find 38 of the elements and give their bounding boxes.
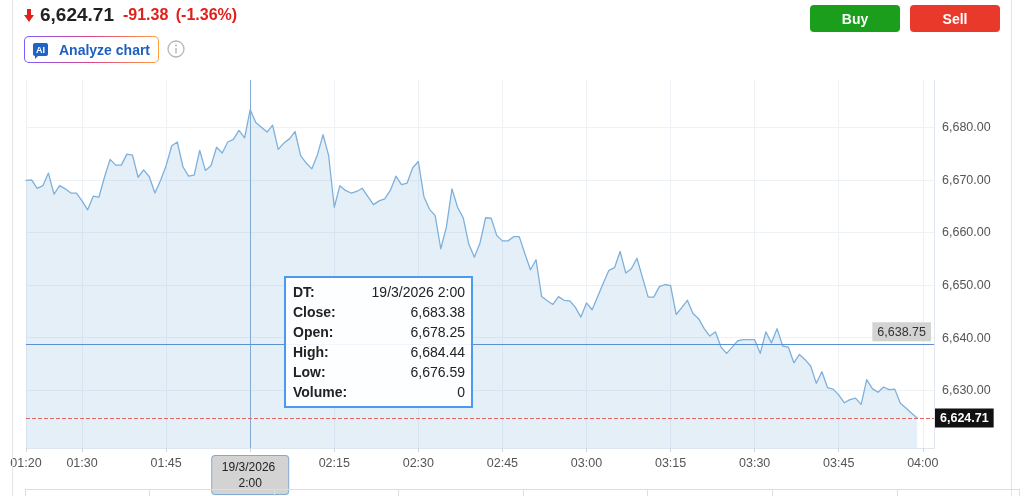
- y-tick-label: 6,660.00: [942, 225, 991, 240]
- x-tick-label: 02:15: [318, 455, 350, 470]
- annotation: High:: [293, 343, 329, 362]
- x-tick-label: 03:00: [570, 455, 603, 470]
- ref-line-label: 19/3/2026 2:00: [221, 460, 279, 490]
- y-tick-label: 6,650.00: [942, 278, 991, 293]
- x-tick-label: 01:45: [150, 455, 182, 470]
- annotation: Open:: [293, 323, 334, 342]
- x-tick-label: 01:30: [66, 455, 98, 470]
- annotation: 0: [457, 383, 465, 402]
- sell-button: Sell: [910, 5, 1000, 32]
- buy-button: Buy: [810, 5, 900, 32]
- x-tick-label: 02:30: [402, 455, 435, 470]
- y-tick-label: 6,670.00: [942, 172, 991, 187]
- annotation: Close:: [293, 303, 336, 322]
- x-tick-label: 01:20: [10, 455, 42, 470]
- ref-line-label: 6,624.71: [940, 410, 989, 425]
- annotation: DT:: [293, 283, 315, 302]
- speech-bubble-icon: AI: [33, 43, 48, 56]
- y-tick-label: 6,640.00: [942, 330, 991, 345]
- x-tick-label: 04:00: [907, 455, 939, 470]
- chart-subtitle: -91.38 (-1.36%): [122, 6, 238, 24]
- annotation: 6,676.59: [410, 363, 465, 382]
- chart-title: 6,624.71: [40, 4, 114, 26]
- annotation: 6,678.25: [410, 323, 465, 342]
- ref-line-label: 6,638.75: [877, 324, 927, 339]
- annotation: 6,684.44: [410, 343, 465, 362]
- annotation: 6,683.38: [410, 303, 465, 322]
- annotation: Volume:: [293, 383, 348, 402]
- x-tick-label: 03:15: [654, 455, 687, 470]
- x-tick-label: 02:45: [486, 455, 519, 470]
- x-tick-label: 03:45: [823, 455, 855, 470]
- annotation: 19/3/2026 2:00: [371, 283, 465, 302]
- x-tick-label: 03:30: [739, 455, 771, 470]
- analyze-chart-button: AI Analyze chart: [24, 36, 160, 63]
- annotation: Low:: [293, 363, 326, 382]
- y-tick-label: 6,630.00: [942, 383, 991, 398]
- y-tick-label: 6,680.00: [942, 120, 991, 135]
